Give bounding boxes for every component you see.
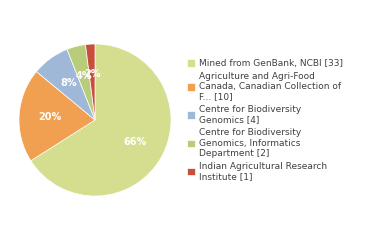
Wedge shape — [36, 49, 95, 120]
Legend: Mined from GenBank, NCBI [33], Agriculture and Agri-Food
Canada, Canadian Collec: Mined from GenBank, NCBI [33], Agricultu… — [185, 57, 345, 183]
Text: 20%: 20% — [38, 112, 61, 122]
Wedge shape — [31, 44, 171, 196]
Text: 8%: 8% — [60, 78, 76, 88]
Wedge shape — [86, 44, 95, 120]
Text: 2%: 2% — [84, 70, 100, 79]
Wedge shape — [67, 45, 95, 120]
Text: 66%: 66% — [124, 137, 147, 147]
Wedge shape — [19, 72, 95, 161]
Text: 4%: 4% — [75, 71, 92, 81]
